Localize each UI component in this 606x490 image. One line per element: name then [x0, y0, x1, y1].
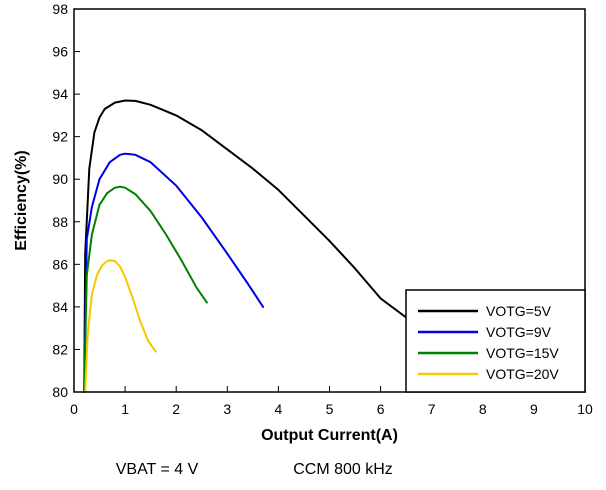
legend-label: VOTG=20V	[486, 366, 559, 382]
y-axis-title: Efficiency(%)	[13, 150, 30, 250]
x-tick-label: 9	[530, 401, 538, 417]
caption-vbat: VBAT = 4 V	[116, 461, 199, 478]
legend-label: VOTG=5V	[486, 303, 552, 319]
y-tick-label: 86	[52, 256, 68, 272]
x-tick-label: 4	[275, 401, 283, 417]
series-line-2	[83, 185, 208, 393]
x-axis-title: Output Current(A)	[261, 427, 398, 444]
x-tick-label: 8	[479, 401, 487, 417]
x-tick-label: 2	[172, 401, 180, 417]
x-tick-label: 6	[377, 401, 385, 417]
x-tick-label: 3	[223, 401, 231, 417]
y-tick-label: 94	[52, 86, 68, 102]
y-tick-label: 82	[52, 341, 68, 357]
y-tick-label: 80	[52, 384, 68, 400]
x-tick-label: 1	[121, 401, 129, 417]
caption-ccm: CCM 800 kHz	[293, 461, 393, 478]
series-line-1	[83, 152, 265, 393]
legend-label: VOTG=9V	[486, 324, 552, 340]
y-tick-label: 92	[52, 129, 68, 145]
x-tick-label: 0	[70, 401, 78, 417]
y-tick-label: 96	[52, 44, 68, 60]
y-tick-label: 84	[52, 299, 68, 315]
series-curves	[83, 99, 408, 393]
x-tick-label: 10	[577, 401, 593, 417]
x-tick-label: 7	[428, 401, 436, 417]
y-tick-label: 98	[52, 1, 68, 17]
series-line-3	[84, 259, 157, 393]
y-tick-label: 90	[52, 171, 68, 187]
axis-ticks: 0 1 2 3 4 5 6 7 8 9 10 80 82 84 86 88 90 92 94 96 98	[52, 1, 593, 417]
legend-label: VOTG=15V	[486, 345, 559, 361]
y-tick-label: 88	[52, 214, 68, 230]
series-line-0	[83, 99, 408, 393]
x-tick-label: 5	[326, 401, 334, 417]
legend: VOTG=5V VOTG=9V VOTG=15V VOTG=20V	[405, 289, 586, 393]
